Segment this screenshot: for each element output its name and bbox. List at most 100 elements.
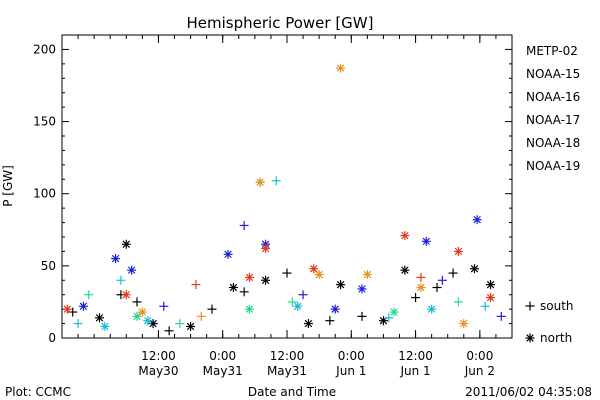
- north-point: [148, 319, 158, 329]
- plot-credit: Plot: CCMC: [5, 385, 71, 399]
- north-point: [453, 246, 463, 256]
- x-tick-label-date: Jun 2: [464, 364, 495, 378]
- south-point: [159, 301, 169, 311]
- marker-legend-label: north: [540, 331, 572, 345]
- x-tick-label-date: Jun 1: [399, 364, 430, 378]
- north-point: [378, 316, 388, 326]
- south-marker-icon: [525, 301, 535, 311]
- south-point: [175, 319, 185, 329]
- chart-title: Hemispheric Power [GW]: [187, 14, 374, 32]
- south-point: [448, 268, 458, 278]
- x-tick-label-time: 0:00: [466, 349, 493, 363]
- x-tick-label-date: May31: [203, 364, 243, 378]
- north-point: [330, 304, 340, 314]
- x-tick-label-time: 12:00: [398, 349, 433, 363]
- data-points: [62, 63, 506, 336]
- north-point: [472, 215, 482, 225]
- north-point: [416, 283, 426, 292]
- y-axis-label: P [GW]: [1, 165, 15, 207]
- legend-entry: NOAA-17: [526, 113, 580, 127]
- north-point: [336, 63, 346, 73]
- y-axis: 0 50 100 150 200: [33, 42, 512, 345]
- x-tick-label-time: 12:00: [270, 349, 305, 363]
- north-point: [459, 319, 469, 329]
- south-point: [357, 311, 367, 321]
- south-point: [207, 304, 217, 314]
- north-point: [293, 301, 303, 311]
- north-point: [303, 319, 313, 329]
- legend-entry: NOAA-16: [526, 90, 580, 104]
- south-point: [73, 319, 83, 329]
- south-point: [282, 268, 292, 278]
- south-point: [196, 311, 206, 321]
- north-point: [78, 301, 88, 311]
- north-point: [336, 280, 346, 290]
- x-axis-label: Date and Time: [248, 385, 336, 399]
- north-point: [95, 313, 104, 323]
- north-point: [486, 280, 496, 290]
- south-point: [496, 311, 506, 321]
- y-tick-label: 150: [33, 115, 56, 129]
- north-point: [100, 321, 110, 331]
- legend-entry: NOAA-18: [526, 136, 580, 150]
- series-legend: METP-02 NOAA-15 NOAA-16 NOAA-17 NOAA-18 NOAA-…: [526, 44, 580, 173]
- north-point: [245, 304, 254, 314]
- plot-frame: [61, 34, 513, 339]
- north-point: [470, 264, 479, 274]
- north-point: [314, 270, 324, 280]
- south-point: [298, 290, 308, 300]
- north-point: [62, 304, 72, 314]
- north-point: [389, 307, 399, 317]
- south-point: [164, 326, 174, 336]
- x-tick-label-time: 0:00: [209, 349, 236, 363]
- north-point: [143, 316, 153, 326]
- legend-entry: METP-02: [526, 44, 578, 58]
- north-point: [127, 265, 137, 275]
- legend-entry: NOAA-15: [526, 67, 580, 81]
- north-point: [261, 275, 271, 285]
- north-point: [400, 265, 410, 275]
- south-point: [480, 301, 490, 311]
- north-marker-icon: [525, 333, 535, 343]
- north-point: [400, 231, 410, 241]
- marker-legend-label: south: [540, 299, 574, 313]
- south-point: [437, 275, 447, 285]
- y-tick-label: 0: [48, 331, 56, 345]
- south-point: [416, 272, 426, 282]
- north-point: [421, 236, 431, 246]
- south-point: [411, 293, 421, 303]
- y-tick-label: 200: [33, 42, 56, 56]
- y-tick-label: 50: [41, 259, 56, 273]
- north-point: [362, 270, 372, 280]
- x-tick-label-date: May31: [267, 364, 307, 378]
- south-point: [325, 316, 335, 326]
- south-point: [239, 287, 249, 297]
- south-point: [271, 176, 281, 186]
- north-point: [121, 239, 131, 249]
- north-point: [309, 264, 319, 274]
- north-point: [427, 304, 437, 314]
- south-point: [191, 280, 201, 290]
- south-point: [239, 220, 249, 230]
- south-point: [287, 297, 297, 307]
- north-point: [223, 249, 233, 259]
- south-point: [84, 290, 94, 300]
- north-point: [121, 290, 131, 300]
- south-point: [132, 297, 142, 307]
- x-tick-label-time: 0:00: [338, 349, 365, 363]
- north-point: [137, 307, 147, 317]
- x-tick-label-time: 12:00: [141, 349, 176, 363]
- north-point: [228, 283, 238, 292]
- x-tick-label-date: May30: [138, 364, 178, 378]
- north-point: [261, 244, 271, 254]
- legend-entry: NOAA-19: [526, 159, 580, 173]
- x-tick-label-date: Jun 1: [335, 364, 366, 378]
- south-point: [432, 283, 442, 292]
- north-point: [186, 321, 196, 331]
- north-point: [486, 293, 496, 303]
- north-point: [245, 272, 254, 282]
- north-point: [132, 311, 142, 321]
- north-point: [357, 284, 367, 294]
